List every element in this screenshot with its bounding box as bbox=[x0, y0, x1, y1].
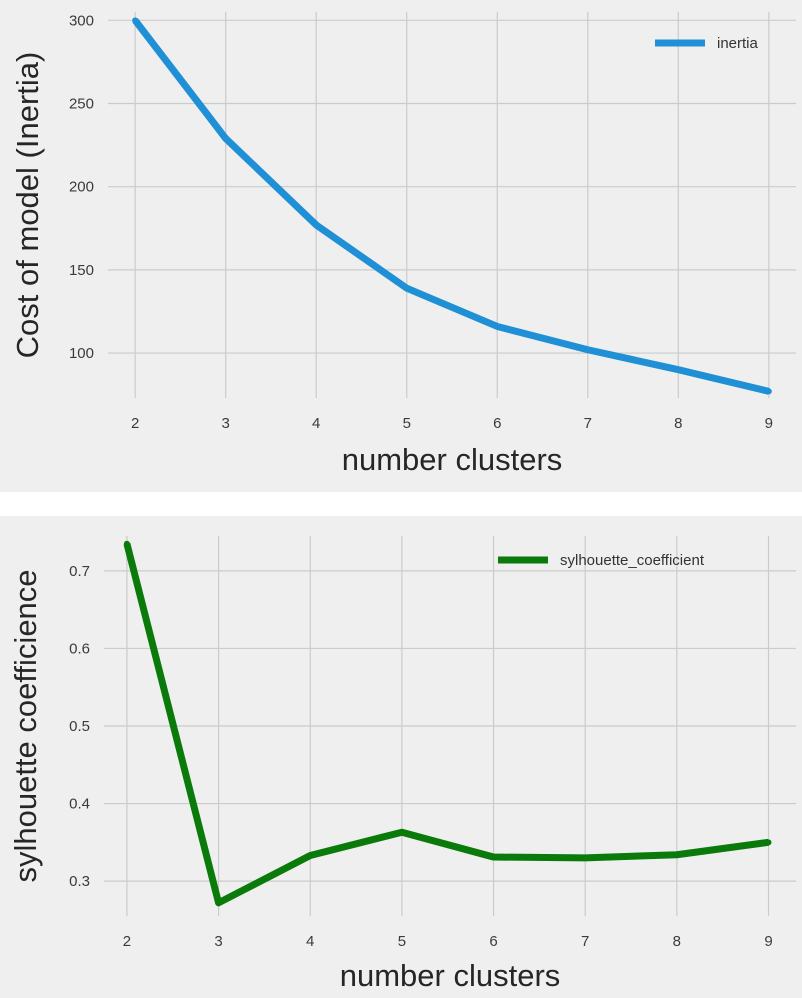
y-tick-label: 0.4 bbox=[69, 796, 90, 813]
x-tick-label: 4 bbox=[306, 933, 314, 950]
x-tick-label: 5 bbox=[398, 933, 406, 950]
inertia-chart: 2 3 4 5 6 7 8 9 100 150 200 250 300 number clusters Co… bbox=[10, 12, 796, 477]
x-tick-label: 8 bbox=[674, 415, 682, 432]
y-axis-label: Cost of model (Inertia) bbox=[10, 52, 45, 359]
x-axis-label: number clusters bbox=[340, 958, 561, 993]
data-point bbox=[675, 366, 682, 373]
x-tick-label: 2 bbox=[131, 415, 139, 432]
data-point bbox=[490, 854, 497, 861]
x-tick-label: 7 bbox=[584, 415, 592, 432]
data-point bbox=[313, 221, 320, 228]
inertia-chart-panel: 2 3 4 5 6 7 8 9 100 150 200 250 300 number clusters Co… bbox=[0, 0, 802, 492]
x-tick-label: 3 bbox=[222, 415, 230, 432]
y-tick-label: 100 bbox=[69, 345, 94, 362]
silhouette-chart-panel: 2 3 4 5 6 7 8 9 0.3 0.4 0.5 0.6 0.7 number clusters sy… bbox=[0, 516, 802, 998]
y-tick-label: 0.6 bbox=[69, 640, 90, 657]
y-tick-label: 0.5 bbox=[69, 718, 90, 735]
y-tick-label: 300 bbox=[69, 12, 94, 29]
data-point bbox=[123, 540, 130, 547]
silhouette-chart: 2 3 4 5 6 7 8 9 0.3 0.4 0.5 0.6 0.7 number clusters sy… bbox=[8, 536, 796, 993]
y-axis-label: sylhouette coefficience bbox=[8, 569, 43, 882]
data-point bbox=[222, 135, 229, 142]
data-point bbox=[765, 388, 772, 395]
x-axis-label: number clusters bbox=[342, 442, 563, 477]
data-point bbox=[398, 829, 405, 836]
y-tick-label: 150 bbox=[69, 262, 94, 279]
data-point bbox=[494, 323, 501, 330]
x-tick-label: 5 bbox=[403, 415, 411, 432]
x-tick-label: 9 bbox=[764, 933, 772, 950]
x-tick-label: 2 bbox=[123, 933, 131, 950]
y-tick-label: 0.3 bbox=[69, 873, 90, 890]
x-tick-label: 6 bbox=[493, 415, 501, 432]
data-point bbox=[765, 839, 772, 846]
x-tick-label: 8 bbox=[673, 933, 681, 950]
legend-label: inertia bbox=[717, 35, 759, 52]
data-point bbox=[582, 854, 589, 861]
x-tick-label: 7 bbox=[581, 933, 589, 950]
series-line-inertia bbox=[132, 18, 770, 395]
y-tick-label: 250 bbox=[69, 96, 94, 113]
data-point bbox=[132, 17, 139, 24]
data-point bbox=[584, 346, 591, 353]
data-point bbox=[403, 285, 410, 292]
y-tick-label: 200 bbox=[69, 179, 94, 196]
data-point bbox=[307, 852, 314, 859]
series-line-sylhouette-coefficient bbox=[123, 542, 769, 907]
data-point bbox=[215, 899, 222, 906]
x-tick-label: 4 bbox=[312, 415, 320, 432]
y-tick-label: 0.7 bbox=[69, 563, 90, 580]
x-tick-label: 9 bbox=[765, 415, 773, 432]
x-tick-label: 6 bbox=[489, 933, 497, 950]
x-tick-label: 3 bbox=[214, 933, 222, 950]
legend-label: sylhouette_coefficient bbox=[560, 552, 705, 569]
data-point bbox=[673, 851, 680, 858]
